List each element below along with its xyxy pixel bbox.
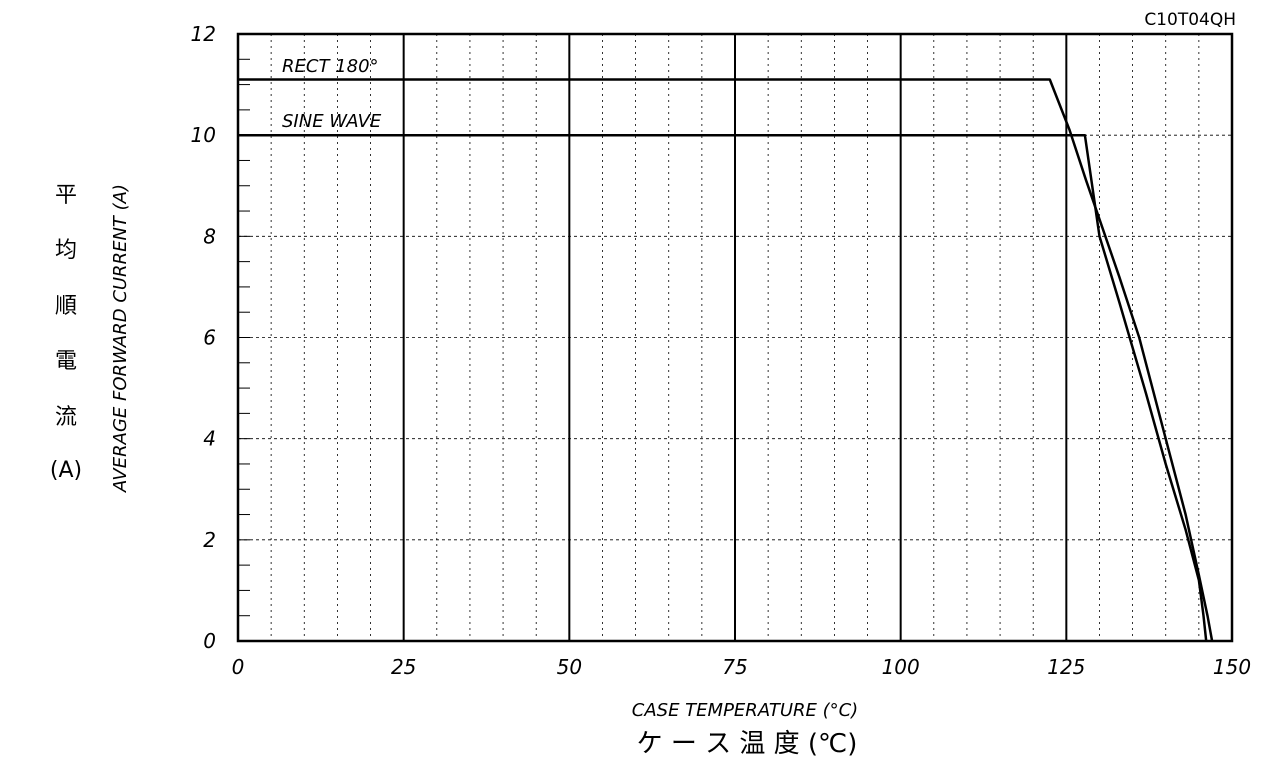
y-axis-title-jp-char: (A) [50, 458, 82, 483]
y-axis-title-jp-char: 平 [55, 183, 77, 208]
x-axis-title: CASE TEMPERATURE (°C) [632, 700, 858, 721]
y-tick-labels: 0 2 4 6 8 10 12 [191, 22, 216, 653]
series-label-rect-180: RECT 180° [282, 56, 379, 77]
y-axis-title-jp-char: 順 [55, 294, 77, 319]
y-tick-label: 8 [203, 224, 216, 248]
x-tick-label: 50 [557, 655, 582, 679]
x-tick-labels: 0 25 50 75 100 125 150 [232, 655, 1251, 679]
chart-code: C10T04QH [1144, 10, 1236, 30]
x-tick-label: 0 [232, 655, 245, 679]
y-tick-label: 6 [203, 326, 216, 350]
y-tick-label: 4 [203, 427, 216, 451]
y-axis-title-jp-char: 電 [55, 349, 77, 374]
series-label-sine-wave: SINE WAVE [282, 111, 382, 132]
x-tick-label: 100 [882, 655, 920, 679]
y-axis-title: AVERAGE FORWARD CURRENT (A) [110, 184, 131, 493]
x-tick-label: 125 [1047, 655, 1085, 679]
plot-frame [236, 32, 1234, 643]
y-tick-label: 10 [191, 123, 216, 147]
y-minor-ticks [238, 58, 250, 617]
y-tick-label: 0 [203, 629, 216, 653]
y-tick-label: 2 [203, 528, 216, 552]
x-axis-title-jp: ケ ー ス 温 度 (℃) [637, 729, 858, 759]
series-lines [238, 78, 1214, 642]
x-tick-label: 25 [391, 655, 416, 679]
series-line-rect-180 [238, 78, 1214, 642]
y-axis-title-jp-char: 流 [55, 405, 77, 430]
x-tick-label: 150 [1213, 655, 1251, 679]
x-tick-label: 75 [722, 655, 747, 679]
y-axis-title-jp-char: 均 [55, 238, 77, 263]
y-tick-label: 12 [191, 22, 216, 46]
series-line-sine-wave [238, 133, 1208, 642]
y-axis-title-jp: 平 均 順 電 流 (A) [50, 183, 82, 483]
